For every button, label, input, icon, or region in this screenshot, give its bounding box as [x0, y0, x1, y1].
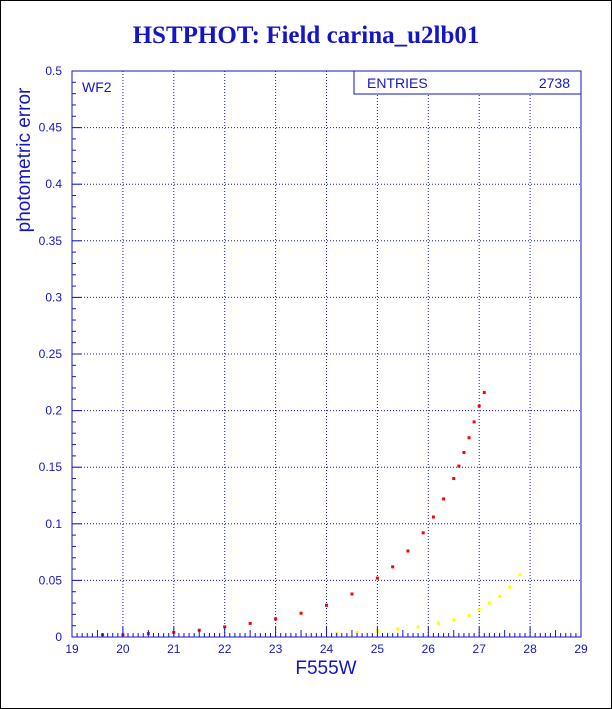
data-point	[299, 611, 303, 615]
x-tick-label: 24	[320, 642, 334, 656]
data-point	[248, 621, 252, 625]
y-tick-label: 0	[55, 630, 62, 644]
data-point	[472, 420, 476, 424]
tick-labels: 19 20 21 22 23 24 25 26 27 28 29 0 0.05 0.1 0.15 0.2 0.2…	[39, 64, 588, 656]
y-tick-label: 0.1	[45, 517, 62, 531]
data-point	[223, 625, 227, 629]
data-point	[436, 621, 440, 625]
data-point	[452, 618, 456, 622]
data-points	[101, 390, 522, 637]
y-tick-label: 0.45	[39, 121, 63, 135]
data-point	[396, 627, 400, 631]
y-axis-title: photometric error	[14, 87, 35, 232]
x-tick-label: 29	[574, 642, 588, 656]
x-tick-label: 19	[65, 642, 79, 656]
data-point	[391, 565, 395, 569]
y-tick-label: 0.3	[45, 290, 62, 304]
data-point	[462, 450, 466, 454]
x-tick-label: 21	[167, 642, 181, 656]
page-title: HSTPHOT: Field carina_u2lb01	[132, 22, 480, 49]
axis-ticks	[71, 70, 582, 638]
y-tick-label: 0.4	[45, 177, 62, 191]
stats-entries-label: ENTRIES	[367, 75, 428, 91]
x-tick-label: 20	[116, 642, 130, 656]
x-tick-label: 22	[218, 642, 232, 656]
x-tick-label: 25	[371, 642, 385, 656]
y-tick-label: 0.25	[39, 347, 63, 361]
data-point	[467, 613, 471, 617]
data-point	[477, 404, 481, 408]
y-tick-label: 0.2	[45, 404, 62, 418]
x-tick-label: 27	[473, 642, 487, 656]
x-tick-label: 23	[269, 642, 283, 656]
x-tick-label: 26	[422, 642, 436, 656]
stats-box: ENTRIES 2738	[353, 70, 582, 95]
x-tick-label: 28	[523, 642, 537, 656]
data-point	[431, 515, 435, 519]
data-point	[518, 573, 522, 577]
y-tick-label: 0.15	[39, 460, 63, 474]
data-point	[498, 594, 502, 598]
data-point	[350, 592, 354, 596]
y-tick-label: 0.05	[39, 573, 63, 587]
data-point	[477, 608, 481, 612]
data-point	[442, 497, 446, 501]
panel-label: WF2	[82, 79, 112, 95]
grid-lines	[72, 71, 581, 637]
data-point	[421, 531, 425, 535]
y-tick-label: 0.35	[39, 234, 63, 248]
y-tick-label: 0.5	[45, 64, 62, 78]
yellow-series	[335, 573, 522, 636]
x-axis-title: F555W	[295, 658, 356, 679]
data-point	[487, 601, 491, 605]
data-point	[274, 617, 278, 621]
data-point	[452, 477, 456, 481]
data-point	[467, 436, 471, 440]
data-point	[375, 576, 379, 580]
stats-entries-value: 2738	[539, 75, 570, 91]
data-point	[355, 630, 359, 634]
data-point	[416, 625, 420, 629]
data-point	[406, 549, 410, 553]
stats-box-frame	[353, 70, 582, 95]
data-point	[457, 464, 461, 468]
data-point	[508, 585, 512, 589]
data-point	[482, 390, 486, 394]
data-point	[325, 603, 328, 607]
